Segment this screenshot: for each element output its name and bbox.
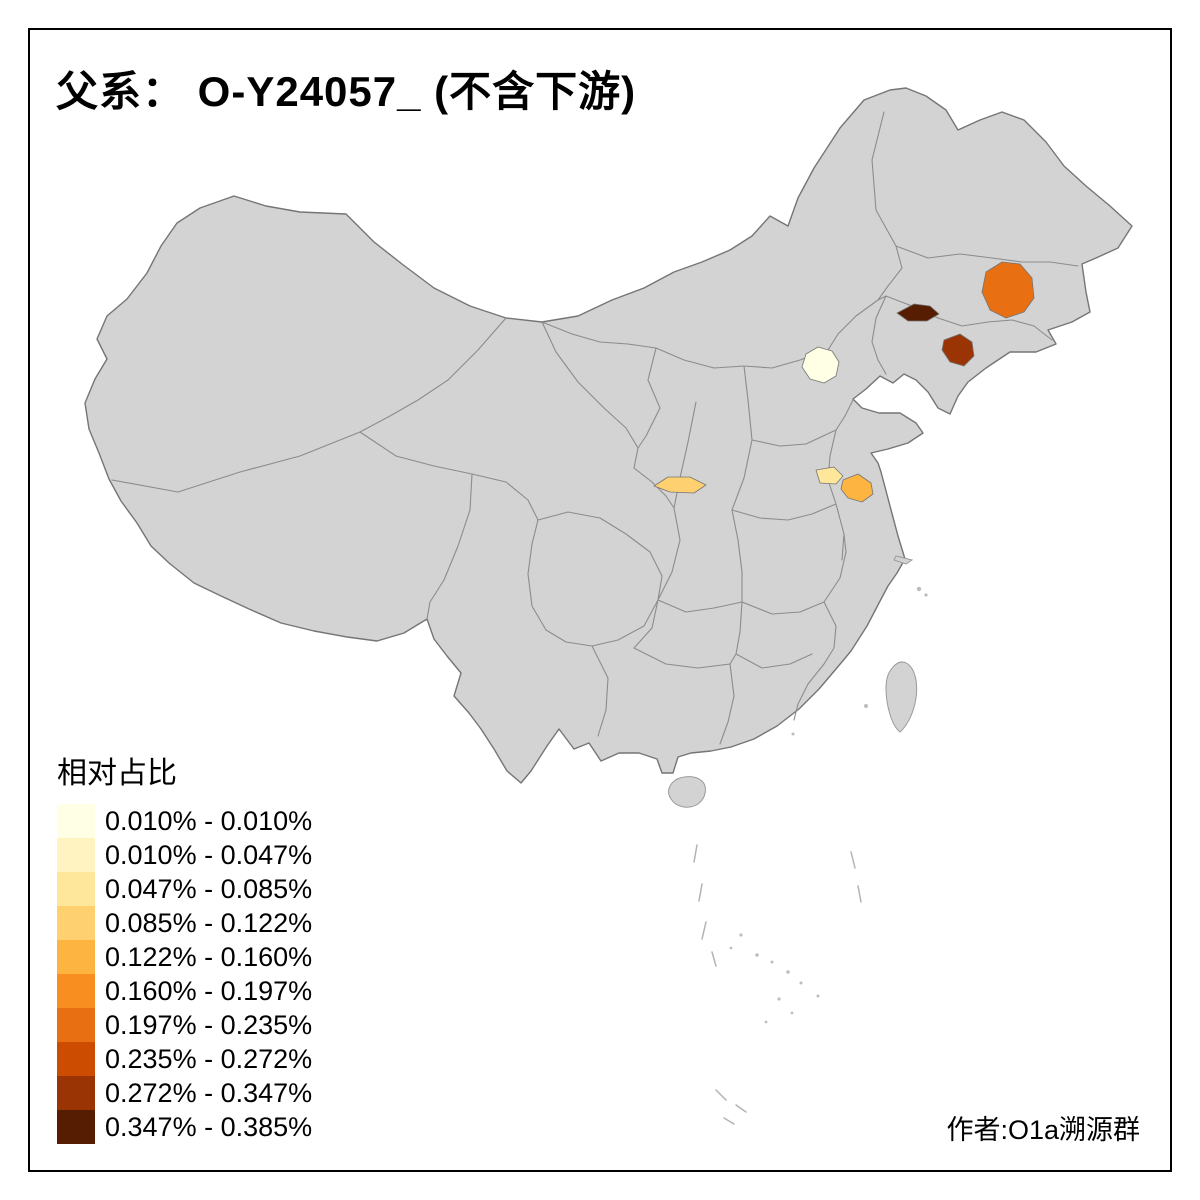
- legend-item: 0.010% - 0.047%: [57, 838, 312, 872]
- legend-label: 0.160% - 0.197%: [105, 975, 313, 1006]
- legend-label: 0.197% - 0.235%: [105, 1009, 313, 1040]
- legend-item: 0.272% - 0.347%: [57, 1076, 312, 1110]
- coastal-islets: [791, 586, 928, 736]
- legend-swatch: [57, 906, 95, 940]
- legend-item: 0.010% - 0.010%: [57, 804, 312, 838]
- highlighted-region-shaanxi: [653, 476, 707, 494]
- legend-swatch: [57, 1076, 95, 1110]
- legend-swatch: [57, 974, 95, 1008]
- author-credit: 作者:O1a溯源群: [946, 1115, 1140, 1145]
- legend-item: 0.085% - 0.122%: [57, 906, 312, 940]
- chongming-island: [893, 555, 914, 565]
- page-title: 父系： O-Y24057_ (不含下游): [56, 68, 637, 115]
- legend-label: 0.347% - 0.385%: [105, 1111, 313, 1142]
- legend-label: 0.272% - 0.347%: [105, 1077, 313, 1108]
- legend-label: 0.122% - 0.160%: [105, 941, 313, 972]
- legend-swatch: [57, 872, 95, 906]
- legend-label: 0.235% - 0.272%: [105, 1043, 313, 1074]
- legend-swatch: [57, 1110, 95, 1144]
- province-borders: [111, 111, 1079, 745]
- legend-item: 0.122% - 0.160%: [57, 940, 312, 974]
- legend-swatch: [57, 838, 95, 872]
- highlighted-region-jiangsu: [840, 473, 874, 503]
- highlighted-region-jilin: [981, 261, 1035, 319]
- hainan-island: [668, 776, 706, 808]
- highlighted-region-liaoning-south: [941, 333, 975, 367]
- legend-item: 0.197% - 0.235%: [57, 1008, 312, 1042]
- legend-label: 0.010% - 0.010%: [105, 805, 313, 836]
- legend-item: 0.347% - 0.385%: [57, 1110, 312, 1144]
- legend: 相对占比 0.010% - 0.010% 0.010% - 0.047% 0.0…: [57, 748, 312, 1144]
- legend-swatch: [57, 940, 95, 974]
- legend-swatch: [57, 1008, 95, 1042]
- legend-item: 0.235% - 0.272%: [57, 1042, 312, 1076]
- legend-swatch: [57, 804, 95, 838]
- taiwan-island: [885, 661, 918, 733]
- legend-label: 0.047% - 0.085%: [105, 873, 313, 904]
- legend-title: 相对占比: [57, 757, 177, 790]
- south-china-sea-islands: [693, 844, 862, 1125]
- highlighted-region-liaoning-north: [896, 303, 940, 322]
- legend-item: 0.047% - 0.085%: [57, 872, 312, 906]
- china-mainland: [84, 87, 1133, 784]
- legend-item: 0.160% - 0.197%: [57, 974, 312, 1008]
- legend-label: 0.085% - 0.122%: [105, 907, 313, 938]
- legend-label: 0.010% - 0.047%: [105, 839, 313, 870]
- highlighted-region-beijing: [801, 346, 840, 384]
- highlighted-region-north-jiangsu: [815, 466, 844, 485]
- legend-swatch: [57, 1042, 95, 1076]
